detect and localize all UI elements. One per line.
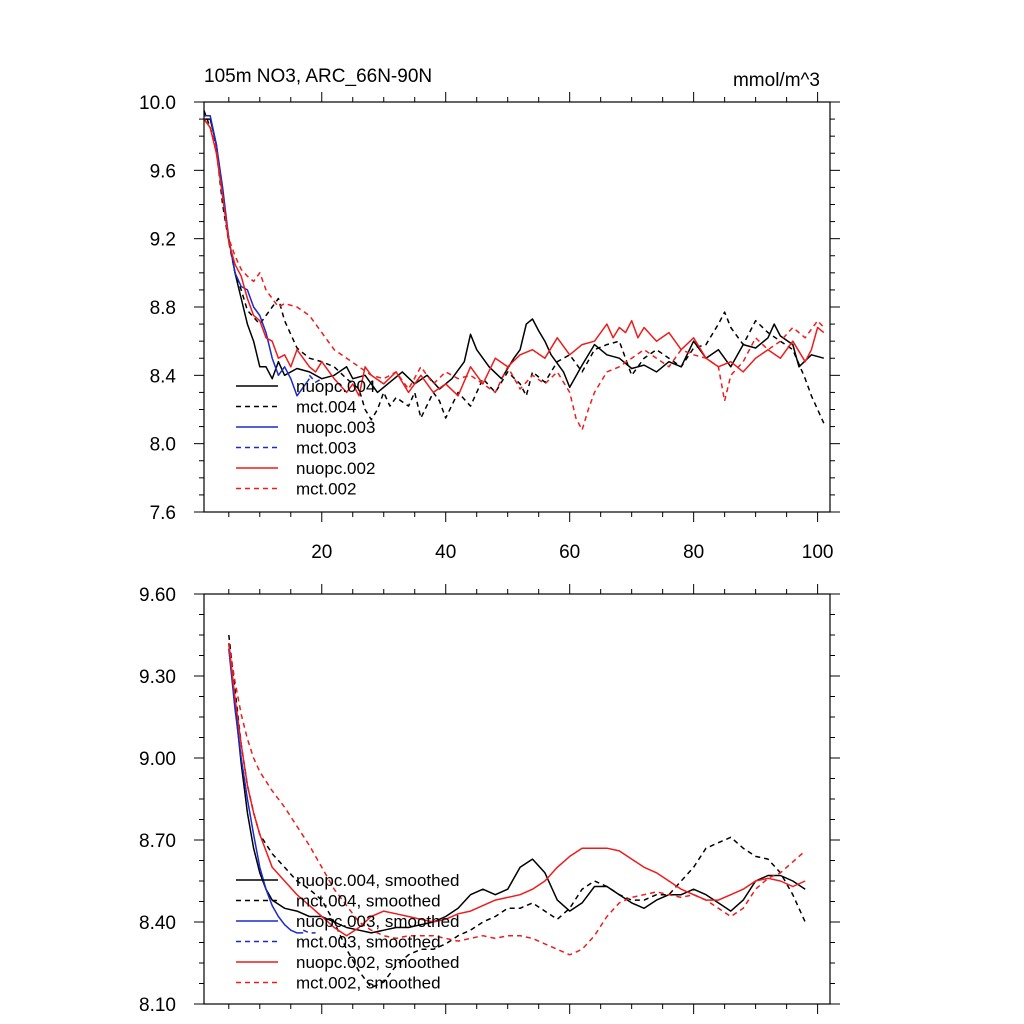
top-panel: 105m NO3, ARC_66N-90N mmol/m^3 7.6 8.0 8.4… xyxy=(139,66,840,563)
y-tick-label: 8.8 xyxy=(150,298,176,319)
y-tick-label: 8.4 xyxy=(150,366,177,387)
legend-label: mct.002, smoothed xyxy=(296,974,441,993)
series-line-mct-002 xyxy=(203,118,825,431)
legend-label: mct.004 xyxy=(296,398,356,417)
y-tick-label: 9.30 xyxy=(139,667,176,688)
legend-label: nuopc.004, smoothed xyxy=(296,871,460,890)
series-line-nuopc-002-smoothed xyxy=(228,643,806,937)
x-tick-label: 60 xyxy=(559,542,580,563)
y-tick-label: 9.00 xyxy=(139,749,176,770)
chart-units: mmol/m^3 xyxy=(733,70,820,91)
legend-label: nuopc.002 xyxy=(296,459,375,478)
bottom-panel-ticks: 8.10 8.40 8.70 9.00 9.30 9.60 xyxy=(139,584,840,1016)
y-tick-label: 9.6 xyxy=(150,161,176,182)
y-tick-label: 8.70 xyxy=(139,831,176,852)
legend-label: nuopc.004 xyxy=(296,377,375,396)
series-line-nuopc-004-smoothed xyxy=(228,643,806,934)
top-panel-ticks: 7.6 8.0 8.4 8.8 9.2 9.6 10.0 20 40 60 80 100 xyxy=(139,92,840,563)
y-tick-label: 8.0 xyxy=(150,435,176,456)
y-tick-label: 9.2 xyxy=(150,230,176,251)
x-tick-label: 80 xyxy=(683,542,704,563)
series-line-mct-004 xyxy=(203,110,825,424)
series-line-nuopc-003-smoothed xyxy=(228,648,304,934)
bottom-panel-series xyxy=(228,634,806,989)
y-tick-label: 10.0 xyxy=(139,93,176,114)
top-panel-frame xyxy=(203,101,831,513)
series-line-mct-002-smoothed xyxy=(228,643,806,956)
x-tick-label: 100 xyxy=(802,542,834,563)
series-line-mct-004-smoothed xyxy=(228,634,806,989)
y-tick-label: 7.6 xyxy=(150,503,176,524)
legend-label: mct.004, smoothed xyxy=(296,892,441,911)
chart-title: 105m NO3, ARC_66N-90N xyxy=(204,66,432,87)
legend-label: nuopc.003 xyxy=(296,418,375,437)
top-panel-series xyxy=(203,110,825,431)
y-tick-label: 9.60 xyxy=(139,585,176,606)
legend-label: mct.002 xyxy=(296,480,356,499)
y-tick-label: 8.10 xyxy=(139,995,176,1016)
series-line-nuopc-004 xyxy=(204,118,824,394)
series-line-mct-003 xyxy=(308,374,323,383)
series-line-mct-003-smoothed xyxy=(302,929,316,934)
legend-label: nuopc.003, smoothed xyxy=(296,912,460,931)
x-tick-label: 40 xyxy=(435,542,456,563)
legend-label: mct.003, smoothed xyxy=(296,933,441,952)
series-line-nuopc-003 xyxy=(204,114,311,397)
legend-label: mct.003 xyxy=(296,439,356,458)
y-tick-label: 8.40 xyxy=(139,913,176,934)
legend-label: nuopc.002, smoothed xyxy=(296,953,460,972)
bottom-panel: 8.10 8.40 8.70 9.00 9.30 9.60 nuopc.004, smoo… xyxy=(139,584,840,1016)
series-line-nuopc-002 xyxy=(203,118,825,397)
x-tick-label: 20 xyxy=(311,542,332,563)
bottom-panel-frame xyxy=(203,593,831,1005)
